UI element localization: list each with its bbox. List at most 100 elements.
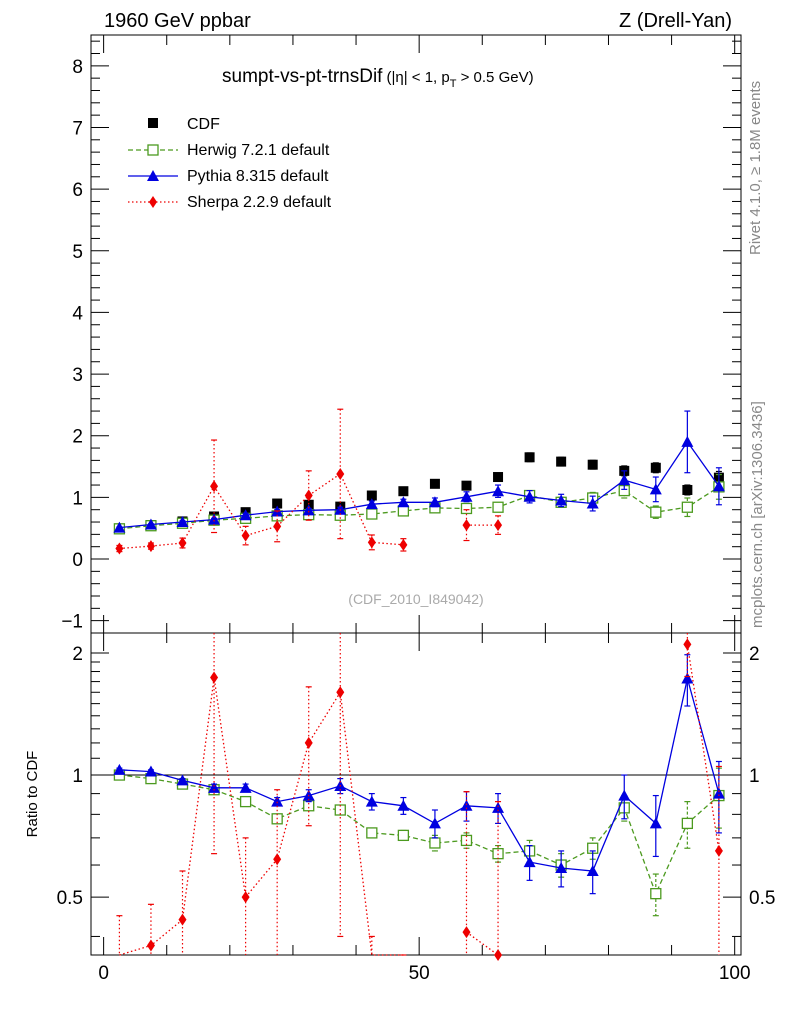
main-point-pythia xyxy=(428,496,441,508)
chart-title-main: sumpt-vs-pt-trnsDif xyxy=(222,66,383,87)
main-ytick-label: 8 xyxy=(72,57,83,78)
main-point-pythia xyxy=(334,503,347,515)
ratio-point-sherpa xyxy=(178,913,187,926)
ratio-point-sherpa xyxy=(462,926,471,939)
ratio-point-sherpa xyxy=(241,891,250,904)
legend-marker-sherpa xyxy=(149,196,157,208)
main-point-sherpa xyxy=(336,467,345,480)
legend-entry-data: CDF xyxy=(148,116,220,133)
ratio-series-sherpa xyxy=(116,633,723,961)
ratio-xtick-label: 100 xyxy=(719,963,751,984)
main-point-data xyxy=(429,478,440,489)
main-point-data xyxy=(682,484,693,495)
main-point-pythia xyxy=(555,494,568,506)
legend-marker-herwig xyxy=(147,144,159,156)
ratio-line-pythia xyxy=(119,678,720,872)
main-point-pythia xyxy=(208,513,221,525)
legend-marker-pythia xyxy=(147,170,159,181)
ratio-point-herwig xyxy=(303,800,315,812)
ratio-panel-frame xyxy=(90,632,742,956)
ratio-ytick-label-right: 1 xyxy=(749,766,760,787)
legend-entry-pythia: Pythia 8.315 default xyxy=(128,168,329,185)
main-ytick-label: 1 xyxy=(72,488,83,509)
main-point-herwig xyxy=(492,501,504,513)
ratio-ytick-label-left: 1 xyxy=(72,766,83,787)
ratio-point-pythia xyxy=(208,781,221,793)
main-point-pythia xyxy=(302,504,315,516)
main-axes: −1 0 1 2 3 4 5 6 7 8 xyxy=(61,35,741,633)
ratio-axes: 0 50 100 0.5 0.5 1 1 2 2 xyxy=(57,633,775,984)
main-point-pythia xyxy=(618,474,631,486)
ratio-point-pythia xyxy=(397,799,410,811)
ratio-point-pythia xyxy=(365,795,378,807)
ratio-point-pythia xyxy=(523,856,536,868)
main-point-herwig xyxy=(397,505,410,517)
main-point-pythia xyxy=(113,521,126,533)
ratio-point-herwig xyxy=(429,837,441,849)
main-point-data xyxy=(556,456,567,467)
ratio-point-sherpa xyxy=(210,671,219,684)
ratio-series-pythia xyxy=(113,654,725,895)
ratio-ytick-label-left: 0.5 xyxy=(57,888,83,909)
ratio-point-sherpa xyxy=(146,939,155,952)
ratio-ytick-label-right: 0.5 xyxy=(749,888,775,909)
ratio-point-sherpa xyxy=(683,638,692,651)
ratio-xtick-label: 0 xyxy=(98,963,109,984)
chart-title: sumpt-vs-pt-trnsDif (|η| < 1, pT > 0.5 Ge… xyxy=(222,66,534,90)
ratio-line-sherpa xyxy=(119,677,404,956)
mcplots-label: mcplots.cern.ch [arXiv:1306.3436] xyxy=(749,401,766,628)
main-point-sherpa xyxy=(241,529,250,542)
main-point-sherpa xyxy=(494,519,503,532)
ratio-point-pythia xyxy=(555,861,568,873)
ratio-line-sherpa xyxy=(686,644,720,851)
main-point-sherpa xyxy=(210,480,219,493)
main-point-sherpa xyxy=(399,538,408,551)
ratio-ytick-label-left: 2 xyxy=(72,644,83,665)
ratio-point-sherpa xyxy=(336,686,345,699)
ratio-point-sherpa xyxy=(494,949,503,961)
main-point-sherpa xyxy=(273,520,282,533)
rivet-label: Rivet 4.1.0, ≥ 1.8M events xyxy=(747,81,764,255)
main-point-pythia xyxy=(144,518,157,530)
main-ytick-label: 4 xyxy=(72,303,83,324)
main-point-pythia xyxy=(239,509,252,521)
main-point-pythia xyxy=(681,435,694,447)
ratio-series xyxy=(113,633,725,961)
legend-label-data: CDF xyxy=(187,116,220,133)
legend-marker-data xyxy=(148,118,158,128)
main-ytick-label: 2 xyxy=(72,427,83,448)
ratio-point-pythia xyxy=(681,672,694,684)
ratio-point-pythia xyxy=(176,774,189,786)
ratio-point-sherpa xyxy=(714,844,723,857)
legend-label-pythia: Pythia 8.315 default xyxy=(187,168,329,185)
legend-label-sherpa: Sherpa 2.2.9 default xyxy=(187,194,332,211)
legend-label-herwig: Herwig 7.2.1 default xyxy=(187,142,330,159)
chart-title-cut-part1: (|η| < 1, p xyxy=(386,69,449,86)
ratio-point-herwig xyxy=(681,817,694,830)
main-point-herwig xyxy=(460,502,473,515)
header-left-label: 1960 GeV ppbar xyxy=(104,10,251,32)
main-series-data xyxy=(114,452,724,534)
main-point-pythia xyxy=(397,496,410,508)
main-ytick-label: 0 xyxy=(72,550,83,571)
main-ytick-label: 6 xyxy=(72,180,83,201)
ratio-point-pythia xyxy=(113,763,126,775)
main-point-sherpa xyxy=(462,519,471,532)
ratio-ytick-label-right: 2 xyxy=(749,644,760,665)
main-series-herwig xyxy=(113,473,725,535)
main-point-herwig xyxy=(681,501,694,513)
main-point-pythia xyxy=(649,483,662,495)
ratio-point-pythia xyxy=(428,817,441,829)
ratio-point-pythia xyxy=(618,789,631,801)
main-ytick-label: 3 xyxy=(72,365,83,386)
main-point-sherpa xyxy=(178,536,187,549)
main-series xyxy=(113,408,725,555)
chart-title-cut-subscript: T xyxy=(450,78,457,90)
main-point-sherpa xyxy=(115,542,124,555)
main-point-pythia xyxy=(460,490,473,502)
main-point-data xyxy=(524,452,535,463)
ratio-point-pythia xyxy=(271,795,284,807)
ratio-point-pythia xyxy=(649,817,662,829)
ratio-point-sherpa xyxy=(273,853,282,866)
